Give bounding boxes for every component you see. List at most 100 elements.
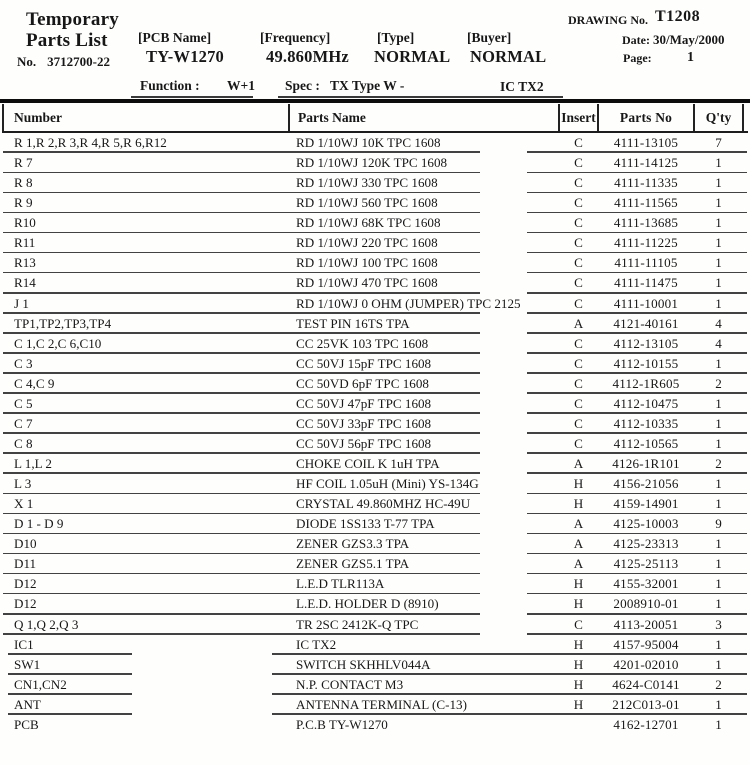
cell-parts-no: 4624-C0141 — [612, 676, 680, 692]
cell-insert: C — [574, 395, 583, 411]
table-row: R 1,R 2,R 3,R 4,R 5,R 6,R12 RD 1/10WJ 10K… — [2, 133, 748, 154]
cell-insert: A — [573, 556, 584, 572]
cell-parts-name: RD 1/10WJ 560 TPC 1608 — [296, 195, 438, 211]
cell-parts-no: 4157-95004 — [613, 636, 679, 652]
date-value: 30/May/2000 — [653, 32, 725, 47]
cell-parts-name: ZENER GZS3.3 TPA — [296, 536, 410, 552]
row-rule — [527, 632, 747, 635]
cell-insert: H — [573, 596, 584, 612]
table-row: X 1 CRYSTAL 49.860MHZ HC-49U H 4159-14901 1 — [2, 494, 748, 515]
row-rule — [527, 572, 747, 575]
cell-insert: C — [574, 135, 583, 150]
cell-parts-no: 4111-14125 — [613, 155, 679, 171]
buyer-value: NORMAL — [470, 47, 547, 66]
cell-number: C 1,C 2,C 6,C10 — [14, 335, 102, 351]
cell-number: R10 — [14, 215, 36, 231]
cell-insert: C — [574, 616, 583, 632]
row-rule — [527, 352, 747, 354]
row-rule — [527, 291, 747, 294]
cell-insert: C — [574, 335, 583, 351]
row-rule — [527, 452, 747, 454]
page-label: Page: — [623, 51, 652, 65]
row-rule — [527, 332, 747, 334]
cell-number: TP1,TP2,TP3,TP4 — [14, 315, 112, 331]
cell-parts-no: 4111-11475 — [614, 275, 678, 291]
column-header-number: Number — [2, 104, 288, 131]
cell-parts-no: 4111-11225 — [614, 235, 678, 251]
cell-parts-no: 4162-12701 — [613, 716, 679, 732]
cell-insert: C — [574, 255, 583, 271]
cell-parts-name: P.C.B TY-W1270 — [296, 716, 388, 732]
row-rule — [272, 673, 747, 675]
cell-parts-name: RD 1/10WJ 10K TPC 1608 — [296, 135, 441, 150]
column-header-parts-name: Parts Name — [288, 104, 558, 131]
cell-insert: H — [573, 576, 584, 592]
cell-qty: 2 — [715, 375, 722, 391]
cell-insert: C — [574, 155, 583, 171]
table-header-row: Number Parts Name Insert Parts No Q'ty — [2, 104, 748, 133]
cell-insert — [558, 715, 599, 735]
row-rule — [3, 311, 480, 314]
cell-parts-name: RD 1/10WJ 470 TPC 1608 — [296, 275, 438, 291]
row-rule — [527, 552, 747, 555]
table-row: C 8 CC 50VJ 56pF TPC 1608 C 4112-10565 1 — [2, 434, 748, 454]
table-row: L 1,L 2 CHOKE COIL K 1uH TPA A 4126-1R101 2 — [2, 454, 748, 475]
table-row: ANT ANTENNA TERMINAL (C-13) H 212C013-01 1 — [2, 695, 748, 715]
function-underline — [131, 96, 253, 98]
cell-insert: C — [574, 415, 583, 431]
cell-qty: 1 — [715, 556, 722, 572]
cell-qty: 1 — [715, 175, 722, 191]
cell-parts-no: 4121-40161 — [613, 315, 679, 331]
cell-qty: 7 — [715, 135, 722, 150]
row-rule — [527, 311, 747, 314]
cell-qty: 1 — [715, 235, 722, 251]
function-label: Function : — [140, 78, 200, 93]
cell-number: C 3 — [14, 355, 33, 371]
cell-insert: H — [573, 496, 584, 512]
cell-parts-no: 4125-25113 — [613, 556, 679, 572]
cell-parts-name: TEST PIN 16TS TPA — [296, 315, 410, 331]
cell-parts-name: ANTENNA TERMINAL (C-13) — [296, 696, 467, 712]
cell-insert: C — [574, 355, 583, 371]
cell-parts-no: 4113-20051 — [613, 616, 679, 632]
cell-qty: 1 — [715, 435, 722, 451]
column-header-qty: Q'ty — [693, 104, 744, 131]
cell-number: C 5 — [14, 395, 33, 411]
cell-insert: H — [573, 656, 584, 672]
cell-parts-name: CC 50VJ 15pF TPC 1608 — [296, 355, 432, 371]
cell-parts-no: 4112-10475 — [613, 395, 679, 411]
cell-parts-no: 4111-11335 — [614, 175, 678, 191]
type-label: [Type] — [377, 30, 415, 45]
cell-parts-name: RD 1/10WJ 0 OHM (JUMPER) TPC 2125 — [296, 295, 521, 311]
cell-insert: C — [574, 235, 583, 251]
table-row: D12 L.E.D. HOLDER D (8910) H 2008910-01 1 — [2, 594, 748, 615]
row-rule — [272, 693, 747, 695]
cell-qty: 1 — [715, 496, 722, 512]
document-number-label: No. — [17, 54, 37, 69]
cell-qty: 1 — [715, 696, 722, 712]
row-rule — [3, 171, 480, 174]
cell-qty: 1 — [715, 596, 722, 612]
cell-number: R 7 — [14, 155, 33, 171]
cell-insert: H — [573, 676, 584, 692]
page-number-value: 1 — [687, 50, 694, 65]
cell-insert: C — [574, 175, 583, 191]
cell-insert: C — [574, 435, 583, 451]
row-rule — [527, 472, 747, 475]
row-rule — [527, 372, 747, 374]
row-rule — [3, 552, 480, 555]
row-rule — [3, 612, 480, 615]
cell-qty: 1 — [715, 476, 722, 492]
cell-parts-no: 4112-13105 — [613, 335, 679, 351]
cell-parts-name: CC 50VJ 33pF TPC 1608 — [296, 415, 432, 431]
row-rule — [3, 412, 480, 414]
column-header-parts-no: Parts No — [619, 110, 673, 125]
cell-parts-no: 4112-10565 — [613, 435, 679, 451]
cell-parts-no: 4111-11565 — [614, 195, 678, 211]
cell-parts-name: RD 1/10WJ 120K TPC 1608 — [296, 155, 448, 171]
cell-qty: 1 — [715, 355, 722, 371]
cell-parts-no: 4126-1R101 — [612, 456, 680, 471]
cell-parts-name: HF COIL 1.05uH (Mini) YS-134G — [296, 476, 479, 492]
cell-parts-name: N.P. CONTACT M3 — [296, 676, 404, 692]
